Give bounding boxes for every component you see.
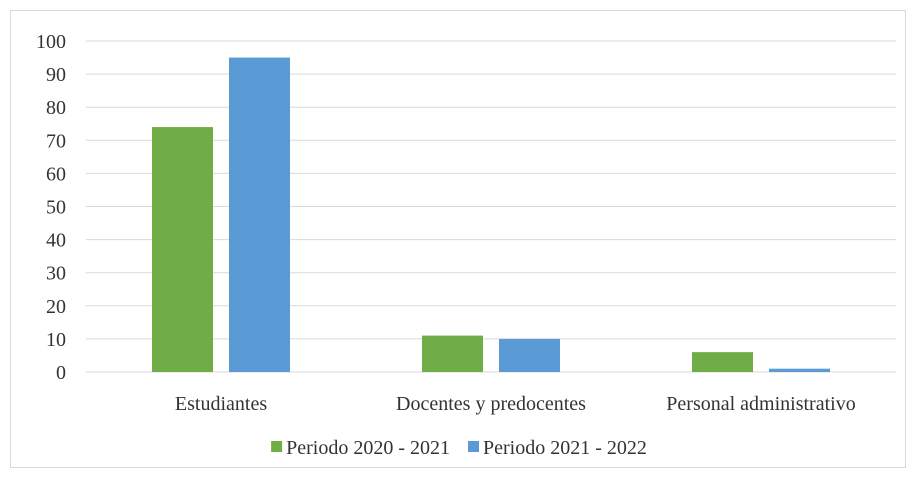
y-tick-label: 50 bbox=[46, 197, 66, 219]
x-category-label: Estudiantes bbox=[175, 393, 267, 415]
x-category-label: Docentes y predocentes bbox=[396, 393, 586, 415]
y-axis-ticks: 0 10 20 30 40 50 60 70 80 90 100 bbox=[36, 31, 66, 384]
x-axis-categories: Estudiantes Docentes y predocentes Persona… bbox=[175, 393, 856, 415]
legend-swatch bbox=[271, 441, 283, 452]
y-tick-label: 80 bbox=[46, 97, 66, 119]
x-category-label: Personal administrativo bbox=[666, 393, 855, 415]
bar bbox=[499, 338, 560, 372]
legend-label: Periodo 2020 - 2021 bbox=[286, 437, 450, 459]
y-tick-label: 30 bbox=[46, 263, 66, 285]
bar bbox=[422, 335, 483, 372]
y-tick-label: 100 bbox=[36, 31, 66, 53]
bar bbox=[769, 368, 830, 372]
legend-swatch bbox=[468, 441, 479, 452]
y-tick-label: 0 bbox=[56, 362, 66, 384]
y-tick-label: 90 bbox=[46, 64, 66, 86]
chart-container: 0 10 20 30 40 50 60 70 80 90 100 Estudiantes Docent… bbox=[10, 10, 906, 468]
bar bbox=[229, 57, 290, 373]
bar bbox=[692, 352, 753, 372]
bar-chart: 0 10 20 30 40 50 60 70 80 90 100 Estudiantes Docent… bbox=[36, 31, 896, 459]
y-tick-label: 70 bbox=[46, 130, 66, 152]
bar bbox=[152, 127, 213, 372]
y-tick-label: 40 bbox=[46, 230, 66, 252]
legend-label: Periodo 2021 - 2022 bbox=[483, 437, 647, 459]
y-tick-label: 10 bbox=[46, 329, 66, 351]
legend: Periodo 2020 - 2021 Periodo 2021 - 2022 bbox=[271, 437, 647, 459]
gridlines bbox=[86, 40, 896, 373]
y-tick-label: 20 bbox=[46, 296, 66, 318]
y-tick-label: 60 bbox=[46, 163, 66, 185]
bars bbox=[152, 57, 830, 373]
